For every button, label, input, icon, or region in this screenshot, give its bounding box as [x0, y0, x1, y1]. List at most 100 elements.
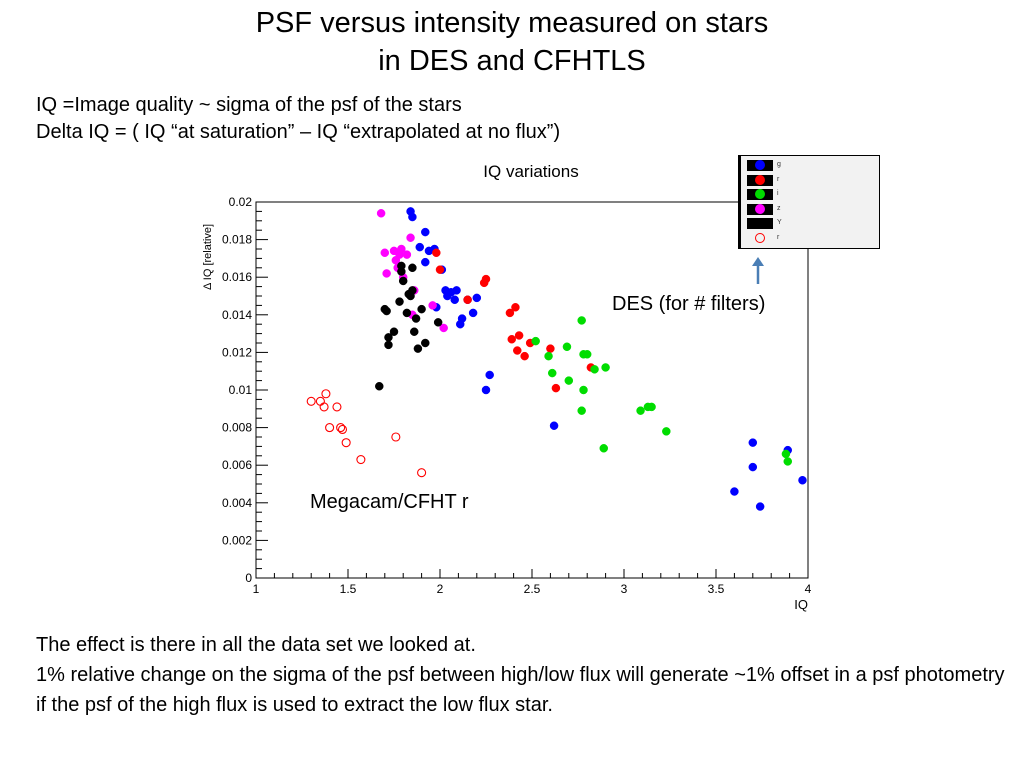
data-point	[549, 421, 559, 430]
data-point	[450, 295, 459, 305]
data-point	[325, 423, 335, 433]
data-point	[577, 316, 586, 325]
data-point	[582, 350, 592, 359]
data-point	[531, 336, 540, 346]
intro-line1: IQ =Image quality ~ sigma of the psf of …	[36, 94, 462, 116]
data-point	[421, 227, 430, 237]
data-point	[647, 402, 656, 412]
legend-label: r	[777, 175, 780, 183]
data-point	[507, 334, 517, 344]
data-point	[402, 250, 412, 259]
data-point	[577, 406, 586, 415]
y-tick-label: 0.02	[229, 195, 253, 209]
chart-title: IQ variations	[483, 162, 578, 181]
series-0	[406, 207, 807, 511]
slide-title-line1: PSF versus intensity measured on stars	[255, 7, 769, 39]
data-point	[421, 338, 430, 348]
data-point	[395, 297, 404, 306]
x-axis-label: IQ	[794, 597, 808, 612]
data-point	[433, 318, 443, 327]
legend-label: r	[777, 233, 780, 241]
data-point	[579, 385, 588, 395]
data-point	[452, 286, 461, 295]
data-point	[306, 396, 316, 406]
y-tick-label: 0.008	[222, 421, 252, 435]
data-point	[562, 342, 572, 352]
data-point	[601, 363, 610, 372]
data-point	[382, 306, 391, 316]
data-point	[505, 308, 515, 318]
data-point	[375, 381, 384, 391]
legend-marker	[755, 203, 765, 214]
x-tick-label: 2.5	[524, 582, 541, 596]
legend-marker	[755, 174, 765, 185]
data-point	[511, 303, 520, 312]
data-point	[417, 468, 427, 478]
data-point	[397, 244, 406, 254]
data-point	[748, 462, 758, 472]
data-point	[319, 402, 329, 412]
data-point	[336, 423, 346, 433]
data-point	[755, 502, 765, 511]
x-tick-label: 3	[621, 582, 628, 596]
data-point	[481, 274, 491, 284]
data-point	[730, 487, 739, 496]
legend-label: i	[777, 190, 779, 197]
legend-marker	[755, 218, 765, 228]
data-point	[382, 269, 391, 278]
data-point	[321, 389, 331, 399]
slide-title: PSF versus intensity measured on stars i…	[0, 4, 1024, 80]
series-2	[531, 316, 793, 466]
data-point	[391, 432, 401, 442]
data-point	[315, 396, 325, 406]
data-point	[781, 449, 791, 459]
data-point	[406, 233, 415, 242]
x-tick-label: 2	[437, 582, 444, 596]
data-point	[408, 263, 417, 273]
data-point	[415, 242, 425, 252]
series-5	[306, 389, 427, 478]
data-point	[389, 327, 399, 336]
data-point	[547, 368, 557, 378]
data-point	[748, 438, 758, 447]
data-point	[798, 475, 807, 485]
data-point	[546, 344, 555, 353]
data-point	[435, 265, 445, 274]
data-point	[599, 444, 609, 453]
des-annotation: DES (for # filters)	[612, 293, 766, 315]
data-point	[551, 383, 561, 393]
data-point	[564, 376, 574, 385]
data-point	[421, 257, 430, 267]
y-tick-label: 0.002	[222, 533, 252, 547]
data-point	[472, 293, 482, 303]
y-tick-label: 0.012	[222, 345, 252, 359]
data-point	[402, 308, 412, 318]
y-tick-label: 0.014	[222, 308, 252, 322]
legend-label: Y	[777, 219, 782, 226]
x-tick-label: 3.5	[708, 582, 725, 596]
data-point	[544, 351, 553, 361]
data-point	[408, 286, 417, 295]
data-point	[376, 209, 386, 218]
data-point	[332, 402, 342, 412]
data-point	[513, 346, 522, 355]
data-point	[432, 248, 441, 258]
data-point	[439, 323, 448, 333]
x-tick-label: 1.5	[340, 582, 357, 596]
data-point	[384, 340, 393, 350]
series-4	[375, 261, 443, 391]
data-point	[398, 276, 408, 286]
data-point	[417, 304, 426, 314]
data-point	[341, 438, 351, 448]
conclusion-line2: 1% relative change on the sigma of the p…	[36, 664, 1005, 716]
conclusion-text: The effect is there in all the data set …	[36, 630, 1011, 720]
data-point	[356, 455, 366, 465]
y-tick-label: 0.01	[229, 383, 253, 397]
intro-line2: Delta IQ = ( IQ “at saturation” – IQ “ex…	[36, 121, 561, 143]
legend-marker	[755, 189, 765, 199]
data-point	[636, 406, 645, 415]
data-point	[514, 331, 524, 340]
data-point	[428, 301, 437, 310]
